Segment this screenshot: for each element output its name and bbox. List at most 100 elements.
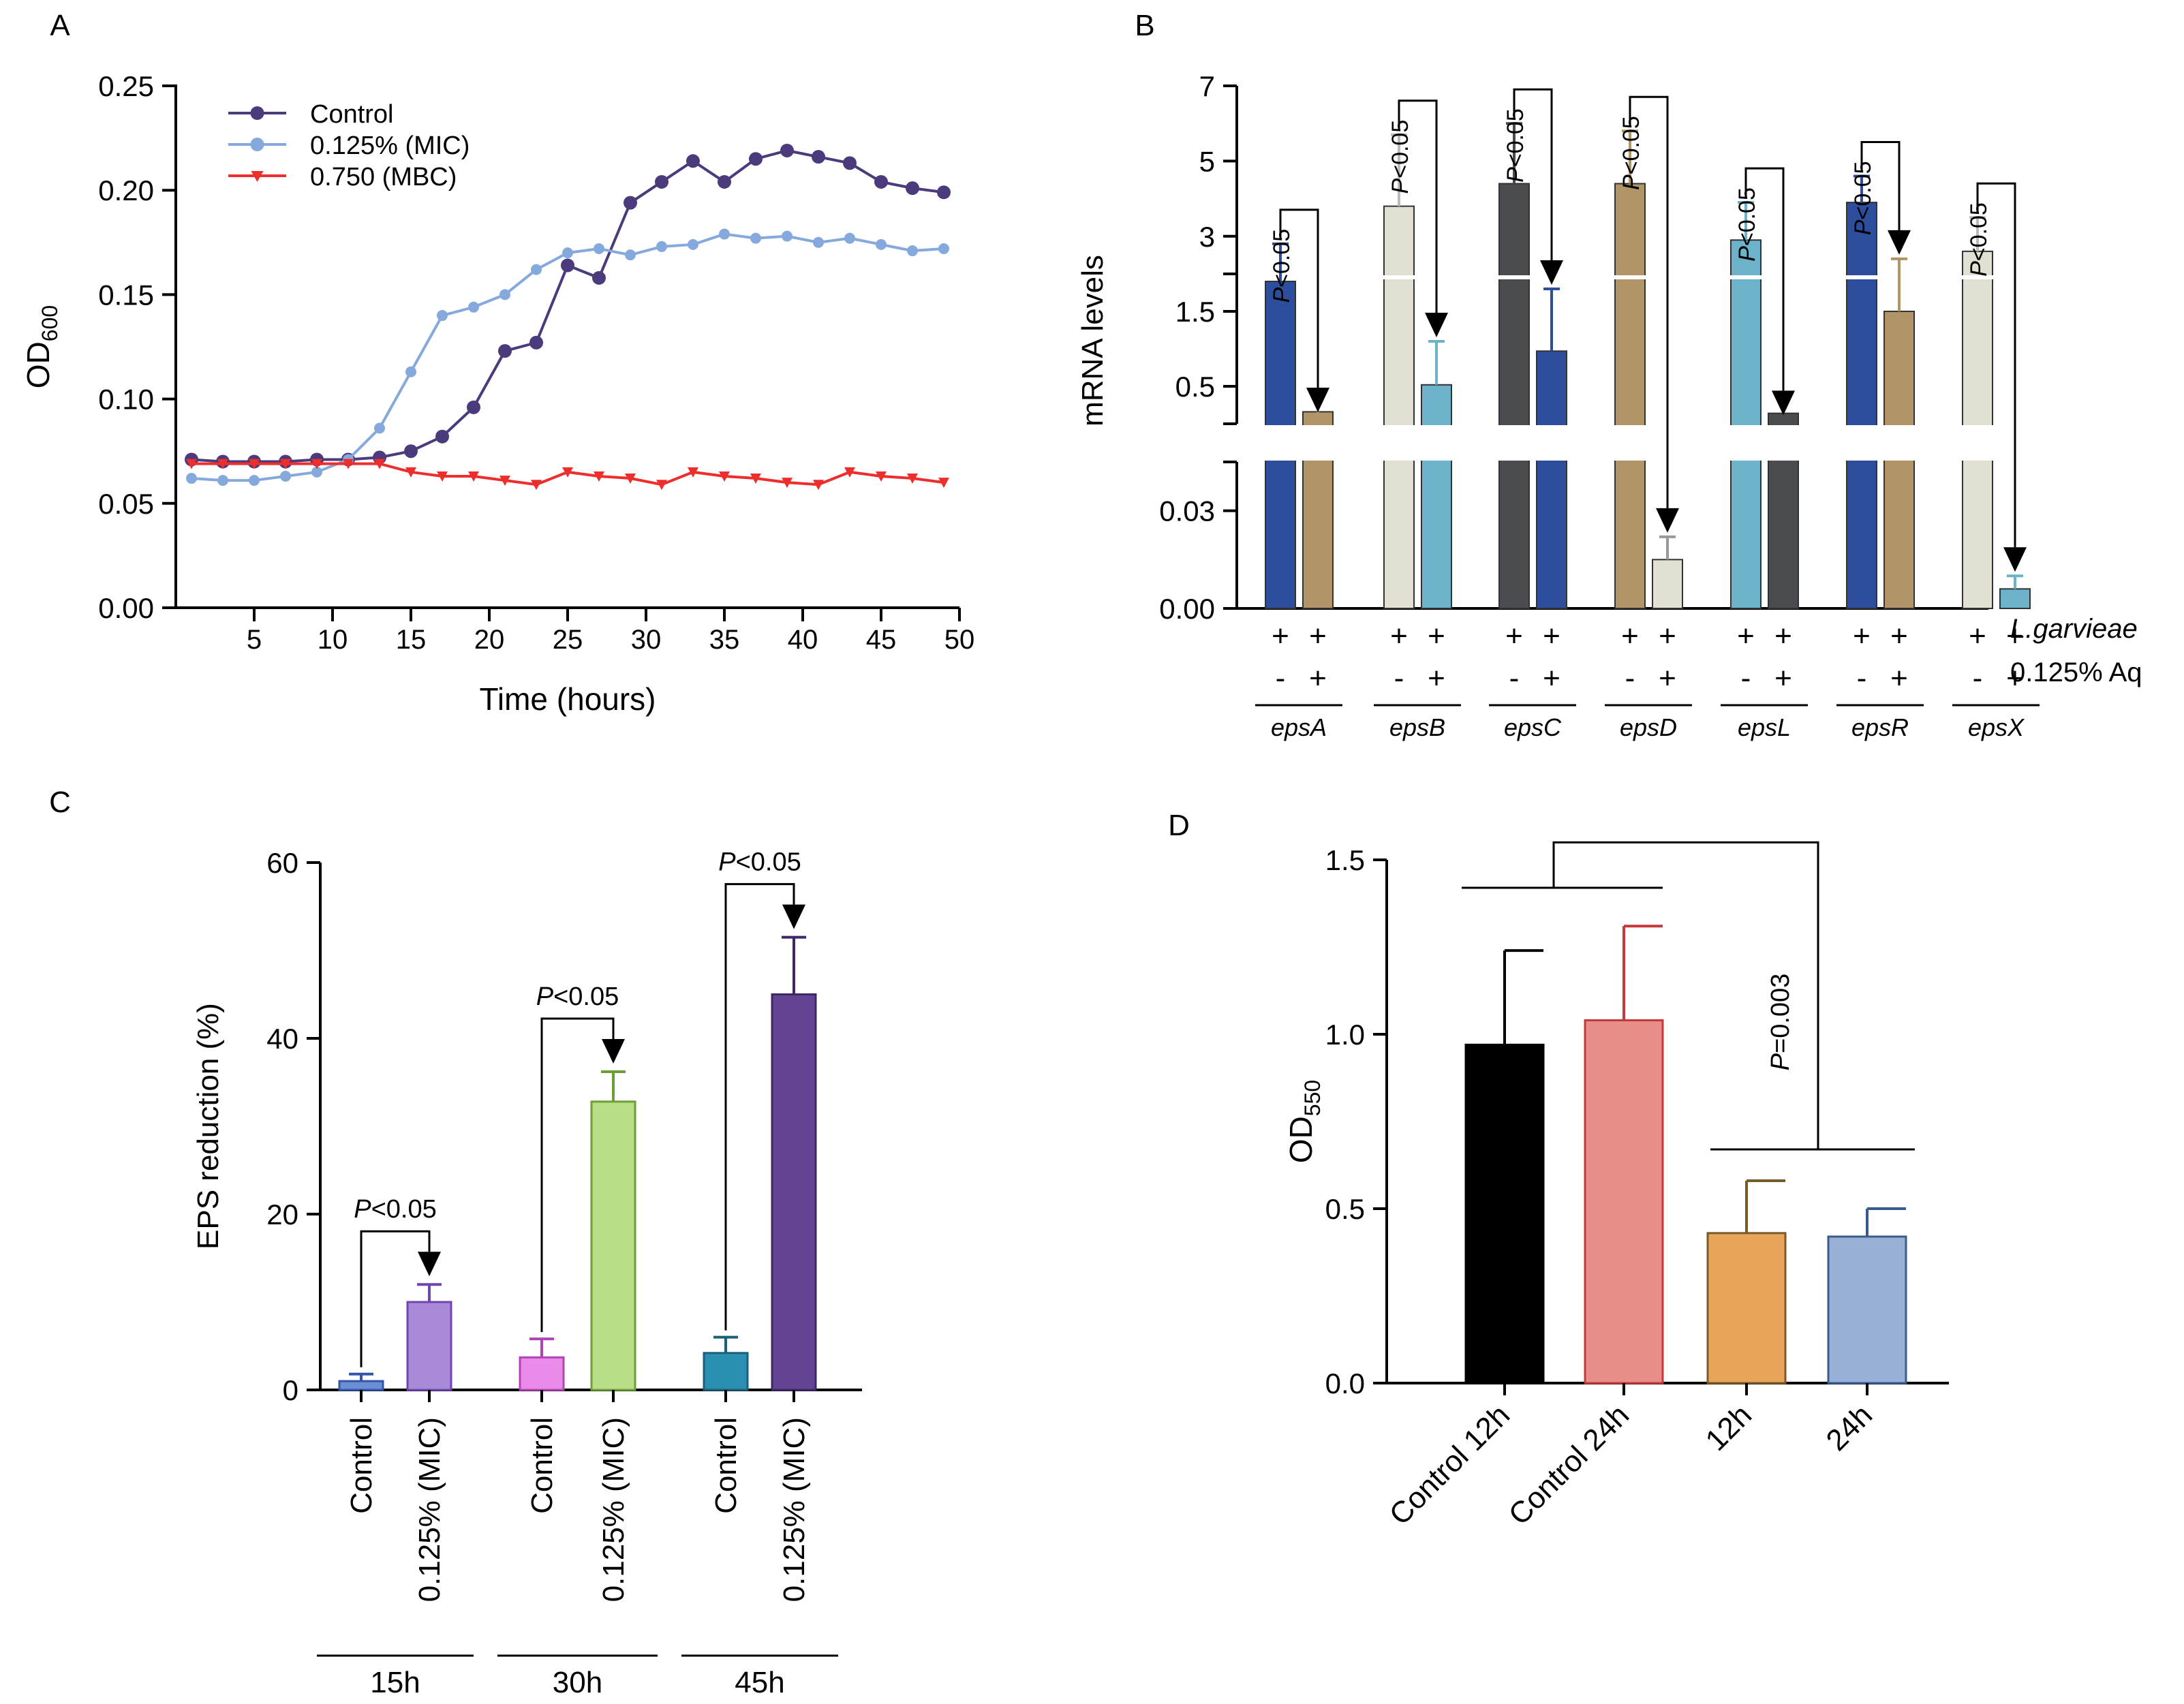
x-tick-label: 24h bbox=[1820, 1398, 1879, 1457]
x-tick-label: 45 bbox=[866, 625, 897, 655]
bar-break-gap bbox=[1301, 425, 1335, 461]
p-letter: P bbox=[1618, 174, 1644, 190]
x-tick-label: 25 bbox=[553, 625, 583, 655]
p-letter: P bbox=[1850, 219, 1876, 235]
data-point bbox=[688, 467, 698, 478]
aq-sign: + bbox=[1428, 662, 1445, 695]
significance-arrow-head bbox=[1306, 388, 1329, 412]
panel-letter-b: B bbox=[1135, 9, 1154, 42]
p-rest: <0.05 bbox=[1269, 229, 1295, 288]
x-tick-label: 30 bbox=[631, 625, 662, 655]
bar bbox=[1706, 1232, 1787, 1384]
gene-label: epsX bbox=[1968, 713, 2025, 741]
x-tick-label: 12h bbox=[1699, 1398, 1759, 1457]
data-point bbox=[938, 243, 949, 254]
bar-control bbox=[1614, 183, 1646, 609]
bar bbox=[703, 1352, 749, 1391]
y-tick-label: 0.10 bbox=[98, 384, 154, 416]
aq-sign: - bbox=[1394, 662, 1404, 695]
p-value-label: P<0.05 bbox=[1850, 161, 1876, 235]
data-point bbox=[562, 467, 573, 478]
bar bbox=[519, 1356, 565, 1391]
data-point bbox=[562, 247, 573, 259]
bar-break-gap bbox=[1613, 275, 1647, 279]
lgarvieae-sign: + bbox=[1543, 619, 1560, 653]
p-letter: P bbox=[1269, 288, 1295, 303]
gene-label: epsD bbox=[1620, 713, 1677, 741]
data-point bbox=[311, 459, 322, 469]
p-value-label: P<0.05 bbox=[1387, 120, 1413, 194]
data-point bbox=[750, 232, 761, 244]
data-point bbox=[719, 228, 730, 240]
p-letter: P bbox=[1766, 1053, 1795, 1070]
gene-label: epsB bbox=[1389, 713, 1445, 741]
y-axis-label: mRNA levels bbox=[1076, 255, 1109, 427]
bar-break-gap bbox=[1960, 275, 1995, 279]
data-point bbox=[343, 459, 354, 469]
bar-break-gap bbox=[1960, 425, 1995, 461]
p-letter: P bbox=[1503, 167, 1528, 183]
y-axis-label-sub: 600 bbox=[37, 305, 62, 341]
lgarvieae-sign: + bbox=[1621, 619, 1639, 653]
data-point bbox=[876, 471, 887, 482]
legend-marker bbox=[251, 171, 264, 182]
panel-letter-a: A bbox=[50, 9, 70, 42]
bar-break-gap bbox=[1882, 425, 1916, 461]
data-point bbox=[844, 232, 855, 244]
y-tick-label: 0.00 bbox=[98, 592, 154, 624]
y-tick-label: 0.20 bbox=[98, 174, 154, 206]
data-point bbox=[217, 475, 228, 486]
gene-label: epsR bbox=[1851, 713, 1909, 741]
significance-arrow-head bbox=[602, 1039, 625, 1064]
significance-bracket bbox=[1279, 208, 1319, 388]
y-tick-label: 1.5 bbox=[1325, 844, 1365, 876]
data-point bbox=[374, 422, 385, 434]
p-rest: <0.05 bbox=[371, 1195, 437, 1224]
data-point bbox=[874, 174, 888, 189]
y-tick-label: 7 bbox=[1199, 70, 1215, 102]
bar bbox=[590, 1100, 636, 1391]
p-letter: P bbox=[1734, 246, 1760, 262]
p-value-label: P<0.05 bbox=[354, 1195, 437, 1224]
bar bbox=[406, 1301, 452, 1391]
panel-letter-d: D bbox=[1168, 809, 1190, 842]
bar-break-gap bbox=[1263, 425, 1297, 461]
aq-sign: + bbox=[2006, 662, 2024, 695]
p-letter: P bbox=[354, 1195, 371, 1224]
data-point bbox=[468, 471, 479, 482]
significance-bracket bbox=[1398, 99, 1438, 313]
data-point bbox=[499, 476, 510, 486]
significance-bracket bbox=[1860, 140, 1901, 230]
data-point bbox=[718, 174, 731, 189]
significance-arrow-head bbox=[418, 1252, 441, 1277]
significance-bracket bbox=[360, 1230, 431, 1367]
data-point bbox=[813, 480, 824, 491]
data-point bbox=[186, 473, 197, 484]
bar-treated bbox=[1999, 588, 2031, 609]
x-tick-label: 15 bbox=[396, 625, 427, 655]
data-point bbox=[435, 429, 449, 444]
data-point bbox=[656, 241, 667, 252]
bar-control bbox=[1498, 183, 1530, 609]
bar-break-gap bbox=[1497, 425, 1531, 461]
y-axis-label: OD550 bbox=[1283, 1080, 1325, 1163]
data-point bbox=[437, 471, 448, 482]
lgarvieae-sign: + bbox=[1309, 619, 1327, 653]
lgarvieae-sign: + bbox=[1505, 619, 1523, 653]
p-rest: <0.05 bbox=[736, 848, 801, 877]
lgarvieae-sign: + bbox=[1969, 619, 1986, 653]
time-label: 15h bbox=[370, 1666, 420, 1699]
x-tick-label: 35 bbox=[709, 625, 740, 655]
p-value-label: P<0.05 bbox=[718, 848, 801, 877]
data-point bbox=[937, 185, 951, 200]
y-tick-label: 1.0 bbox=[1325, 1019, 1365, 1051]
legend-marker bbox=[250, 106, 264, 120]
data-point bbox=[217, 459, 228, 469]
aq-sign: - bbox=[1857, 662, 1867, 695]
y-axis-label-sub: 550 bbox=[1300, 1080, 1325, 1116]
data-point bbox=[437, 310, 448, 322]
x-tick-label: 10 bbox=[318, 625, 348, 655]
significance-bracket bbox=[1552, 841, 1819, 1149]
p-value-label: P<0.05 bbox=[1269, 229, 1295, 303]
legend-marker bbox=[250, 138, 264, 151]
